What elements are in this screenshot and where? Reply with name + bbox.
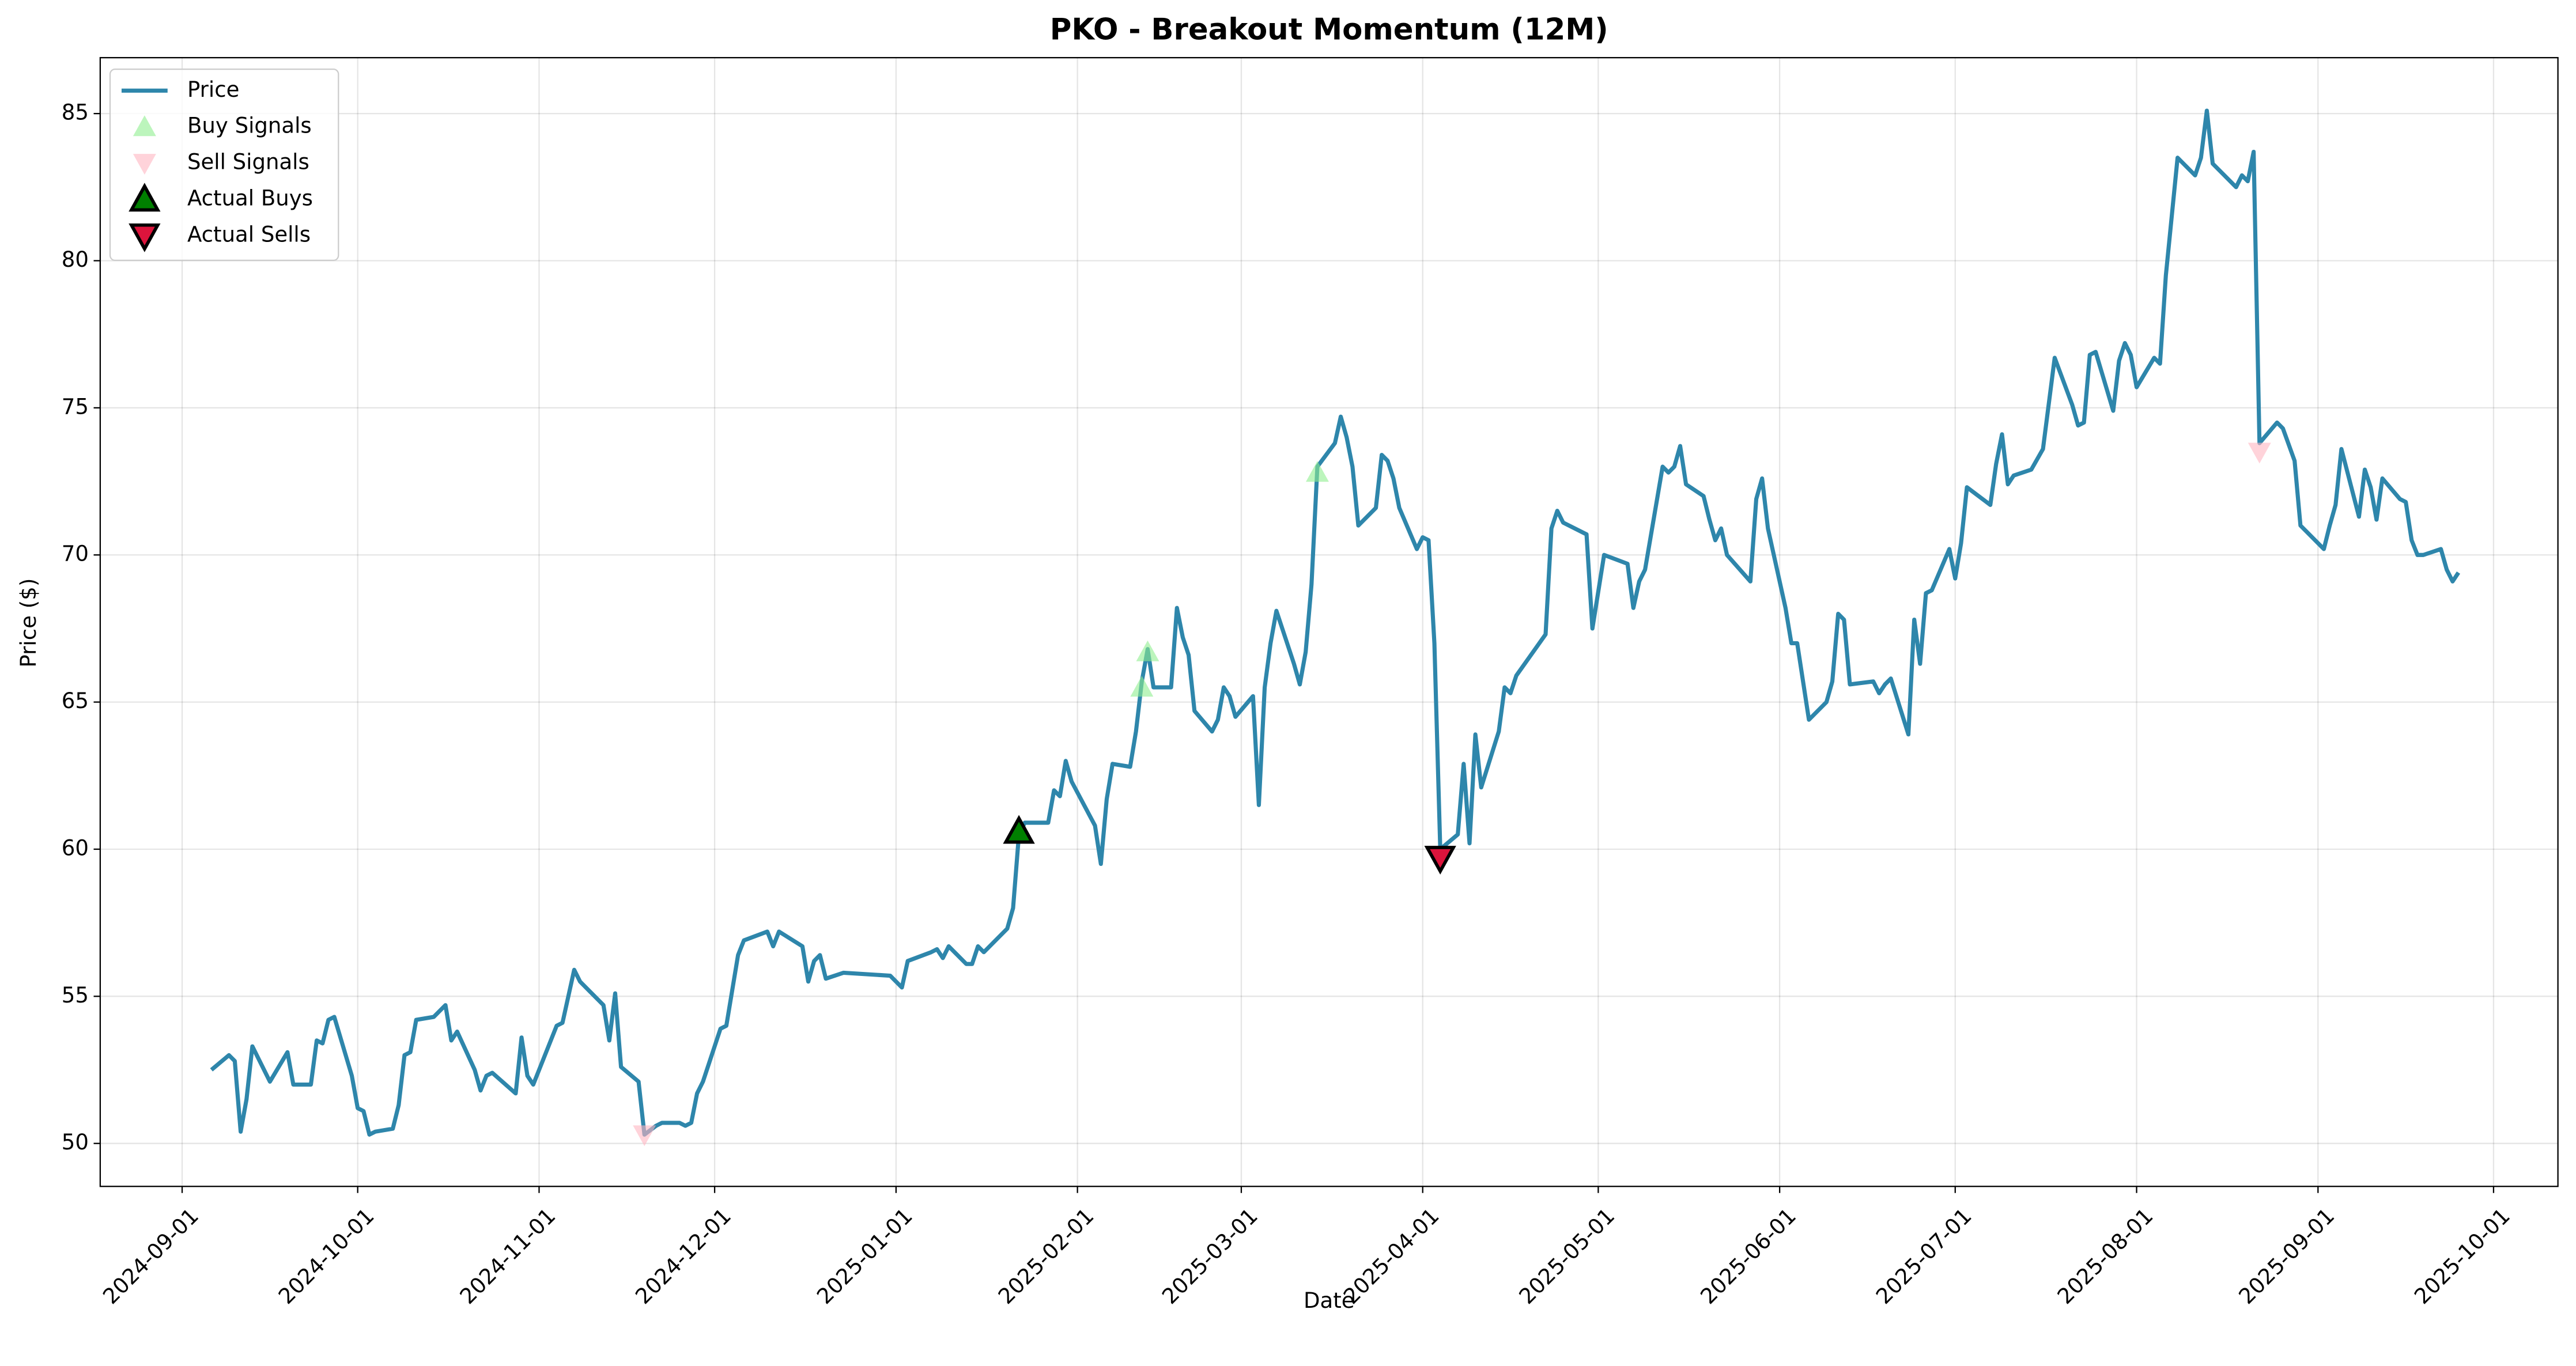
signal-marker [1130, 676, 1154, 697]
legend-swatch [133, 115, 156, 137]
y-tick-label: 50 [62, 1130, 89, 1155]
plot-frame [99, 56, 2559, 1187]
legend-box [109, 68, 339, 262]
legend-swatch [133, 154, 156, 175]
signal-marker [1003, 815, 1035, 844]
chart-title: PKO - Breakout Momentum (12M) [1050, 12, 1608, 47]
y-axis-label: Price ($) [16, 578, 41, 668]
price-line [210, 108, 2460, 1137]
legend-label: Price [187, 77, 239, 102]
legend-label: Actual Sells [187, 222, 311, 247]
legend-swatch [129, 223, 161, 252]
legend: Price Buy Signals Sell Signals Actual Buys A… [109, 68, 339, 262]
y-tick-label: 65 [62, 688, 89, 713]
y-tick-label: 85 [62, 100, 89, 125]
signal-marker [1306, 461, 1329, 482]
y-tick-label: 75 [62, 394, 89, 419]
legend-label: Actual Buys [187, 186, 313, 211]
x-axis-label: Date [1304, 1288, 1355, 1313]
legend-label: Sell Signals [187, 150, 309, 175]
signal-marker [1424, 846, 1456, 875]
y-tick-label: 80 [62, 247, 89, 272]
signal-marker [1136, 640, 1159, 661]
legend-swatch [129, 183, 161, 212]
signal-marker [2248, 442, 2271, 464]
y-tick-label: 60 [62, 835, 89, 860]
legend-label: Buy Signals [187, 113, 312, 138]
signal-marker [633, 1125, 656, 1146]
y-tick-label: 55 [62, 983, 89, 1008]
y-tick-label: 70 [62, 542, 89, 566]
